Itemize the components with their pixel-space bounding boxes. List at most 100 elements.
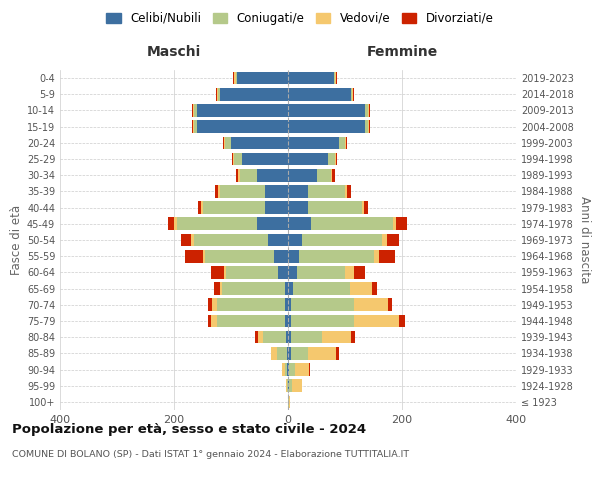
- Bar: [197, 120, 288, 133]
- Bar: [181, 234, 191, 246]
- Bar: [334, 72, 335, 85]
- Bar: [215, 185, 218, 198]
- Bar: [369, 120, 370, 133]
- Bar: [226, 136, 231, 149]
- Bar: [308, 347, 337, 360]
- Bar: [373, 250, 379, 262]
- Bar: [345, 266, 353, 278]
- Bar: [362, 202, 364, 214]
- Bar: [308, 202, 362, 214]
- Bar: [234, 152, 242, 166]
- Bar: [302, 234, 382, 246]
- Bar: [364, 202, 368, 214]
- Bar: [335, 152, 336, 166]
- Bar: [282, 363, 284, 376]
- Bar: [288, 363, 289, 376]
- Bar: [194, 234, 268, 246]
- Bar: [193, 104, 194, 117]
- Bar: [214, 282, 220, 295]
- Bar: [220, 282, 223, 295]
- Bar: [217, 314, 285, 328]
- Bar: [394, 218, 397, 230]
- Bar: [265, 202, 288, 214]
- Bar: [238, 169, 239, 181]
- Bar: [288, 120, 365, 133]
- Bar: [296, 266, 345, 278]
- Bar: [268, 234, 288, 246]
- Bar: [309, 363, 310, 376]
- Bar: [287, 347, 288, 360]
- Bar: [291, 331, 322, 344]
- Bar: [336, 152, 337, 166]
- Bar: [293, 282, 350, 295]
- Bar: [191, 104, 193, 117]
- Bar: [284, 363, 287, 376]
- Bar: [226, 266, 278, 278]
- Bar: [288, 314, 291, 328]
- Bar: [257, 218, 288, 230]
- Bar: [345, 136, 346, 149]
- Bar: [257, 169, 288, 181]
- Bar: [231, 136, 288, 149]
- Text: Popolazione per età, sesso e stato civile - 2024: Popolazione per età, sesso e stato civil…: [12, 422, 366, 436]
- Bar: [369, 104, 370, 117]
- Bar: [332, 169, 335, 181]
- Bar: [386, 234, 399, 246]
- Bar: [289, 380, 292, 392]
- Bar: [288, 298, 291, 311]
- Bar: [291, 298, 353, 311]
- Bar: [203, 250, 205, 262]
- Bar: [345, 185, 347, 198]
- Bar: [288, 88, 350, 101]
- Bar: [288, 396, 289, 408]
- Legend: Celibi/Nubili, Coniugati/e, Vedovi/e, Divorziati/e: Celibi/Nubili, Coniugati/e, Vedovi/e, Di…: [103, 8, 497, 28]
- Bar: [239, 169, 257, 181]
- Bar: [288, 250, 299, 262]
- Bar: [274, 250, 288, 262]
- Bar: [322, 331, 350, 344]
- Bar: [397, 218, 407, 230]
- Bar: [235, 72, 236, 85]
- Bar: [211, 314, 217, 328]
- Bar: [288, 266, 296, 278]
- Bar: [265, 185, 288, 198]
- Bar: [218, 185, 220, 198]
- Bar: [336, 72, 337, 85]
- Bar: [233, 72, 235, 85]
- Bar: [311, 218, 394, 230]
- Bar: [288, 218, 311, 230]
- Bar: [353, 88, 354, 101]
- Bar: [328, 152, 335, 166]
- Bar: [365, 104, 368, 117]
- Bar: [285, 298, 288, 311]
- Bar: [198, 202, 201, 214]
- Text: Femmine: Femmine: [367, 44, 437, 59]
- Bar: [347, 185, 351, 198]
- Bar: [353, 266, 365, 278]
- Bar: [217, 88, 218, 101]
- Bar: [337, 347, 340, 360]
- Bar: [285, 282, 288, 295]
- Bar: [220, 88, 288, 101]
- Bar: [288, 136, 340, 149]
- Bar: [399, 314, 405, 328]
- Text: Maschi: Maschi: [147, 44, 201, 59]
- Bar: [346, 136, 347, 149]
- Bar: [289, 363, 295, 376]
- Bar: [350, 88, 352, 101]
- Bar: [201, 202, 203, 214]
- Bar: [288, 104, 365, 117]
- Bar: [382, 234, 386, 246]
- Bar: [291, 347, 308, 360]
- Bar: [288, 185, 308, 198]
- Bar: [379, 250, 395, 262]
- Bar: [202, 202, 265, 214]
- Bar: [191, 234, 194, 246]
- Bar: [317, 169, 331, 181]
- Bar: [211, 266, 224, 278]
- Bar: [288, 169, 317, 181]
- Bar: [185, 250, 203, 262]
- Bar: [285, 314, 288, 328]
- Bar: [291, 314, 353, 328]
- Bar: [287, 380, 288, 392]
